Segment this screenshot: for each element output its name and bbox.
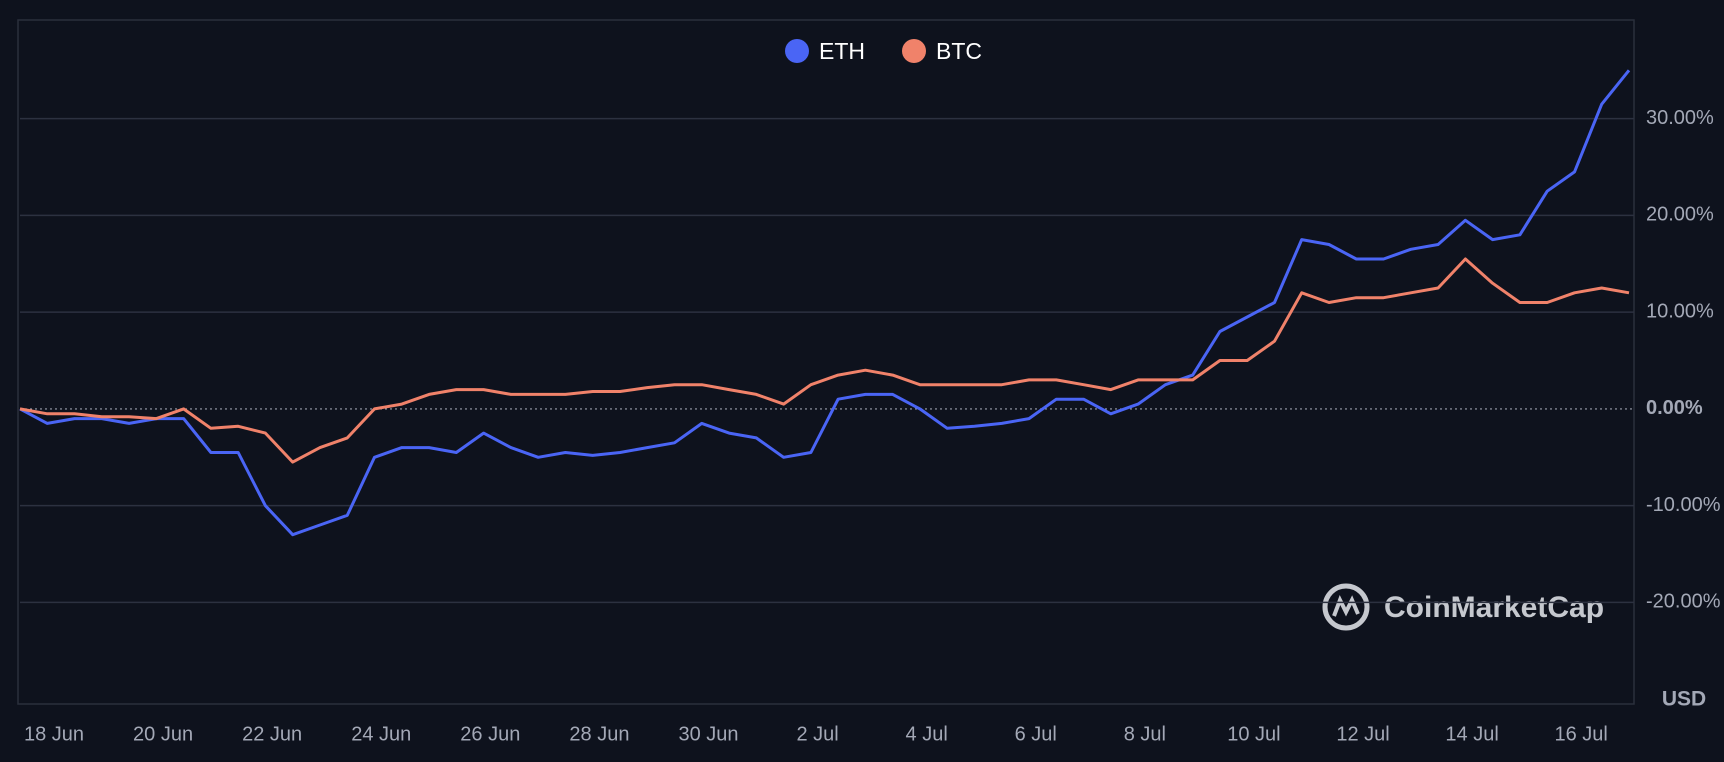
watermark-text: CoinMarketCap [1384,591,1604,624]
x-tick-label: 24 Jun [351,723,411,745]
legend-label: ETH [819,38,865,64]
watermark-logo-mark [1332,595,1360,617]
x-tick-label: 12 Jul [1336,723,1389,745]
x-tick-label: 20 Jun [133,723,193,745]
y-tick-label: 20.00% [1646,204,1714,226]
line-eth [19,69,1631,537]
y-tick-label: -10.00% [1646,494,1721,516]
x-tick-label: 18 Jun [24,723,84,745]
x-tick-label: 6 Jul [1015,723,1057,745]
x-tick-label: 2 Jul [796,723,838,745]
x-tick-label: 14 Jul [1445,723,1498,745]
line-btc [19,257,1630,464]
x-tick-label: 30 Jun [678,723,738,745]
x-tick-label: 26 Jun [460,723,520,745]
x-tick-label: 22 Jun [242,723,302,745]
plot-frame [17,19,1635,705]
y-tick-label: 10.00% [1646,300,1714,322]
x-tick-label: 28 Jun [569,723,629,745]
watermark-logo [1322,583,1370,631]
x-tick-label: 4 Jul [906,723,948,745]
x-tick-label: 16 Jul [1554,723,1607,745]
legend-label: BTC [936,38,982,64]
watermark: CoinMarketCap [1322,583,1604,631]
y-tick-label: 0.00% [1646,397,1703,419]
currency-label: USD [1662,688,1706,711]
legend-swatch [902,39,926,63]
x-tick-label: 10 Jul [1227,723,1280,745]
legend-swatch [785,39,809,63]
y-tick-label: 30.00% [1646,107,1714,129]
x-tick-label: 8 Jul [1124,723,1166,745]
y-tick-label: -20.00% [1646,591,1721,613]
